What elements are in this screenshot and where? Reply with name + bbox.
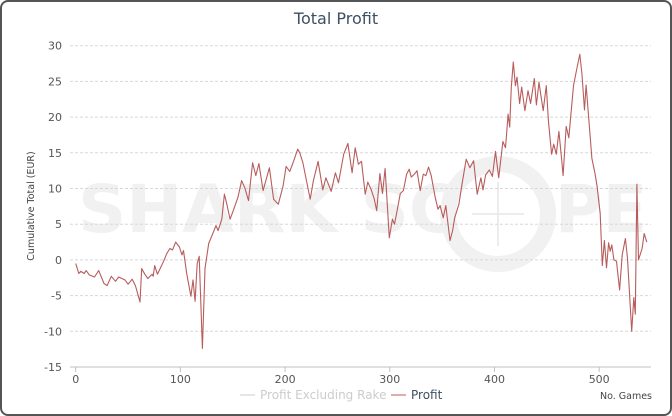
- legend-label: Profit Excluding Rake: [260, 388, 386, 402]
- sharkscope-watermark: SHARK SC PE: [78, 156, 647, 272]
- x-tick-label: 300: [379, 373, 400, 386]
- y-axis-label: Cumulative Total (EUR): [26, 151, 37, 260]
- y-tick-label: -15: [44, 361, 62, 374]
- y-tick-label: 20: [48, 111, 62, 124]
- series-line-profit: [75, 53, 648, 349]
- x-tick-label: 0: [72, 373, 79, 386]
- y-tick-label: 0: [55, 254, 62, 267]
- grid: [70, 45, 651, 332]
- y-tick-label: 5: [55, 218, 62, 231]
- x-axis-label: No. Games: [600, 391, 652, 402]
- y-tick-label: 10: [48, 183, 62, 196]
- x-tick-label: 100: [170, 373, 191, 386]
- watermark-text-left: SHARK SC: [78, 171, 458, 248]
- y-tick-label: 30: [48, 40, 62, 53]
- y-tick-label: 25: [48, 75, 62, 88]
- x-tick-label: 400: [484, 373, 505, 386]
- x-tick-label: 500: [589, 373, 610, 386]
- watermark-scope-circle: [440, 156, 556, 272]
- x-axis-ticks: 0 100 200 300 400 500: [72, 367, 610, 386]
- y-tick-label: 15: [48, 147, 62, 160]
- series-layer: [75, 53, 648, 349]
- legend-item-profit[interactable]: Profit: [391, 388, 443, 402]
- chart-title: Total Profit: [293, 9, 378, 28]
- y-axis-ticks: 30 25 20 15 10 5 0 -5 -10 -15: [44, 40, 62, 374]
- x-tick-label: 200: [275, 373, 296, 386]
- legend-item-profit-excluding-rake[interactable]: Profit Excluding Rake: [240, 388, 386, 402]
- y-tick-label: -10: [44, 325, 62, 338]
- y-tick-label: -5: [51, 290, 62, 303]
- legend-label: Profit: [411, 388, 443, 402]
